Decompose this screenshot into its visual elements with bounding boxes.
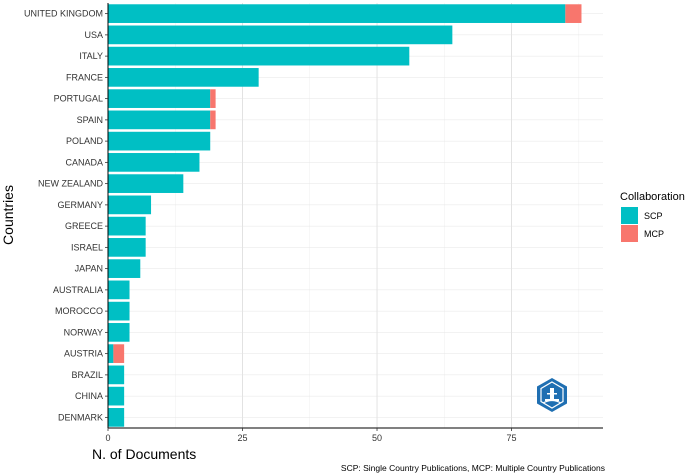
bar-scp-china xyxy=(108,386,125,406)
legend: Collaboration SCP MCP xyxy=(620,191,685,242)
bar-mcp-spain xyxy=(210,110,216,130)
x-tick-label: 50 xyxy=(372,433,382,443)
bar-scp-greece xyxy=(108,216,146,236)
y-tick-label: AUSTRIA xyxy=(64,349,103,359)
caption: SCP: Single Country Publications, MCP: M… xyxy=(341,463,605,473)
bar-scp-morocco xyxy=(108,301,130,321)
legend-title: Collaboration xyxy=(620,191,685,203)
bar-scp-usa xyxy=(108,25,453,45)
y-tick-label: CANADA xyxy=(65,157,103,167)
y-tick-label: USA xyxy=(84,30,103,40)
legend-label-mcp: MCP xyxy=(644,229,664,239)
bar-mcp-austria xyxy=(113,344,125,363)
bar-scp-poland xyxy=(108,131,211,151)
bar-mcp-portugal xyxy=(210,89,216,108)
y-tick-label: AUSTRALIA xyxy=(53,285,103,295)
y-tick-label: MOROCCO xyxy=(55,306,103,316)
y-tick-label: POLAND xyxy=(66,136,104,146)
y-tick-label: SPAIN xyxy=(77,115,103,125)
bar-mcp-united-kingdom xyxy=(565,4,582,23)
x-tick-labels: 0 25 50 75 xyxy=(105,428,517,443)
y-tick-label: FRANCE xyxy=(66,72,103,82)
x-tick-label: 75 xyxy=(507,433,517,443)
y-axis-title: Countries xyxy=(0,185,16,245)
bar-scp-australia xyxy=(108,280,130,300)
bar-scp-canada xyxy=(108,153,200,172)
bar-scp-austria xyxy=(108,344,114,363)
bar-scp-france xyxy=(108,68,259,87)
bar-scp-japan xyxy=(108,259,141,278)
legend-key-mcp xyxy=(621,225,638,242)
bar-scp-united-kingdom xyxy=(108,4,566,23)
axes xyxy=(107,3,603,429)
y-tick-label: ITALY xyxy=(79,51,103,61)
y-tick-label: NORWAY xyxy=(64,327,103,337)
y-tick-label: ISRAEL xyxy=(71,242,103,252)
y-tick-label: BRAZIL xyxy=(71,370,103,380)
y-tick-label: DENMARK xyxy=(58,412,103,422)
legend-key-scp xyxy=(621,207,638,224)
y-tick-label: GREECE xyxy=(65,221,103,231)
bibliometrix-logo-icon xyxy=(537,378,567,412)
bar-scp-brazil xyxy=(108,365,125,385)
y-tick-labels: UNITED KINGDOM USA ITALY FRANCE PORTUGAL SPAI… xyxy=(24,9,108,422)
bar-scp-spain xyxy=(108,110,211,130)
bar-scp-germany xyxy=(108,195,152,215)
bar-scp-denmark xyxy=(108,408,125,427)
x-axis-title: N. of Documents xyxy=(92,446,196,462)
bar-scp-italy xyxy=(108,46,410,66)
legend-label-scp: SCP xyxy=(644,211,663,221)
y-tick-label: JAPAN xyxy=(75,264,103,274)
y-tick-label: CHINA xyxy=(75,391,103,401)
bar-scp-norway xyxy=(108,323,130,342)
bar-scp-new-zealand xyxy=(108,174,184,193)
y-tick-label: NEW ZEALAND xyxy=(38,179,104,189)
y-tick-label: PORTUGAL xyxy=(54,94,103,104)
x-tick-label: 25 xyxy=(238,433,248,443)
y-tick-label: GERMANY xyxy=(57,200,103,210)
bar-scp-portugal xyxy=(108,89,211,108)
x-tick-label: 0 xyxy=(105,433,110,443)
y-tick-label: UNITED KINGDOM xyxy=(24,9,103,19)
bars xyxy=(108,4,582,427)
bar-scp-israel xyxy=(108,238,146,257)
